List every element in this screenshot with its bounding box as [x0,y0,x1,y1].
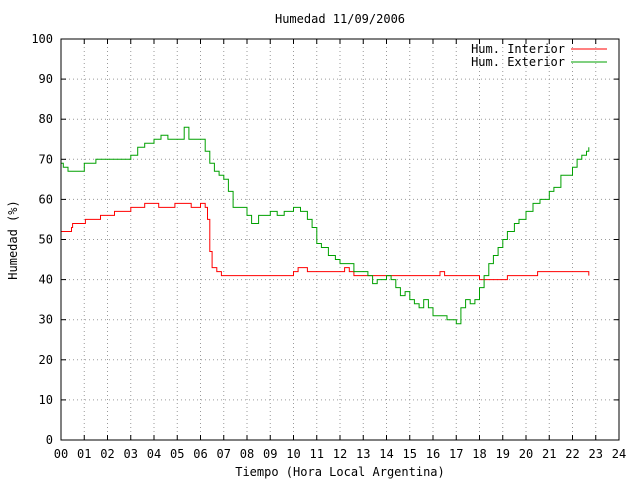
x-tick-label: 14 [379,447,393,461]
y-tick-label: 0 [46,433,53,447]
x-tick-label: 16 [426,447,440,461]
x-tick-label: 06 [193,447,207,461]
y-axis-label: Humedad (%) [6,200,20,279]
y-tick-label: 50 [39,233,53,247]
y-tick-label: 100 [31,32,53,46]
y-tick-label: 70 [39,152,53,166]
ticks: 00 01 02 03 04 05 06 07 08 09 10 11 12 13 14 15 16 17 18 19… [31,32,626,461]
series-lines [61,126,590,325]
grid [61,39,619,440]
x-tick-label: 10 [286,447,300,461]
x-tick-label: 23 [589,447,603,461]
x-tick-label: 24 [612,447,626,461]
y-tick-label: 90 [39,72,53,86]
y-tick-label: 80 [39,112,53,126]
x-tick-label: 09 [263,447,277,461]
x-tick-label: 21 [542,447,556,461]
x-tick-label: 17 [449,447,463,461]
x-tick-label: 01 [77,447,91,461]
x-tick-label: 22 [565,447,579,461]
y-tick-label: 30 [39,313,53,327]
x-tick-label: 20 [519,447,533,461]
legend-label: Hum. Interior [471,42,565,56]
chart-title: Humedad 11/09/2006 [275,12,405,26]
x-tick-label: 03 [124,447,138,461]
x-tick-label: 04 [147,447,161,461]
x-tick-label: 19 [496,447,510,461]
x-tick-label: 00 [54,447,68,461]
y-tick-label: 60 [39,192,53,206]
x-tick-label: 02 [100,447,114,461]
x-tick-label: 07 [217,447,231,461]
legend-label: Hum. Exterior [471,55,565,69]
x-tick-label: 11 [310,447,324,461]
x-axis-label: Tiempo (Hora Local Argentina) [235,465,445,479]
y-tick-label: 40 [39,273,53,287]
x-tick-label: 13 [356,447,370,461]
y-tick-label: 10 [39,393,53,407]
x-tick-label: 15 [403,447,417,461]
y-tick-label: 20 [39,353,53,367]
x-tick-label: 08 [240,447,254,461]
series-line-hum-interior [61,202,590,281]
x-tick-label: 05 [170,447,184,461]
series-line-hum-exterior [61,126,590,325]
x-tick-label: 18 [472,447,486,461]
x-tick-label: 12 [333,447,347,461]
